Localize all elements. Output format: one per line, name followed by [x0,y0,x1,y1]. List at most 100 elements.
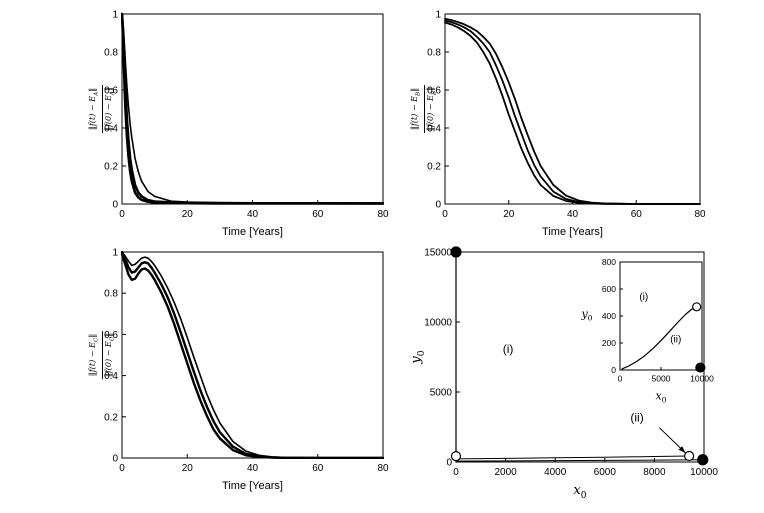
x-tick-label: 80 [694,209,706,220]
series-band-upper [121,250,384,459]
x-label-main: x [655,389,662,403]
y-axis-label-decay-b: ‖f(t) − EB‖ ‖f(0) − EB‖ [410,84,439,134]
x-tick-label: 40 [247,463,259,474]
x-axis-label: Time [Years] [542,226,603,238]
series-trajectory-ii-lower [455,459,704,462]
y-tick-label: 200 [602,338,616,348]
x-tick-label: 10000 [690,467,718,478]
fraction-denominator: ‖f(0) − EA‖ [103,85,117,133]
x-tick-label: 60 [312,463,324,474]
x-axis-label-inset: x0 [655,389,666,404]
fraction-denominator: ‖f(0) − EC‖ [103,331,117,379]
initial-condition-marker [692,302,702,312]
series-sigmoid-mid [444,19,701,205]
numerator-subscript: B [415,91,422,97]
numerator-close: ‖ [88,333,97,338]
y-tick-label: 10000 [424,318,452,329]
numerator-text: ‖f(t) − E [88,96,97,131]
y-tick-label: 0.6 [104,330,118,341]
y-tick-label: 15000 [424,248,452,259]
y-tick-label: 0.2 [427,162,441,173]
x-tick-label: 0 [453,467,459,478]
axes-decay-b: 0 20 40 60 80 0 0.2 0.4 0.6 0.8 1 Time [Years] [427,10,706,239]
y-tick-label: 1 [112,10,118,21]
fraction-numerator: ‖f(t) − EC‖ [88,330,103,380]
y-tick-label: 0 [112,200,118,211]
y-tick-label: 0.6 [427,86,441,97]
y-tick-label: 0.4 [104,124,118,135]
annotation-label: (ii) [630,410,643,424]
y-tick-label: 0.8 [104,289,118,300]
y-tick-label: 0.8 [104,48,118,59]
x-tick-label: 80 [377,463,389,474]
y-tick-label: 5000 [430,388,453,399]
equilibrium-marker [450,246,462,258]
denominator-subscript: C [109,336,116,342]
axes-box [121,13,384,205]
y-label-subscript: 0 [587,313,593,323]
series-slow [121,13,384,205]
x-axis-label-phase: x0 [573,483,586,501]
y-tick-label: 600 [602,284,616,294]
initial-condition-marker [684,450,695,462]
y-tick-label: 0.2 [104,162,118,173]
x-tick-label: 80 [377,209,389,220]
chart-top-left-decay: 0 20 40 60 80 0 0.2 0.4 0.6 0.8 1 Time [Years] [104,10,389,239]
y-tick-label: 0 [446,458,452,469]
series-group [121,250,384,459]
y-tick-label: 0.4 [104,371,118,382]
y-axis-label-phase: y0 [409,350,427,363]
x-label-main: x [573,483,581,499]
series-sigmoid-right [444,17,701,205]
x-tick-label: 0 [119,463,125,474]
series-trajectory-ii-upper [455,455,690,460]
y-tick-label: 0.4 [427,124,441,135]
series-fast-1 [121,12,384,205]
axes-box [619,261,703,371]
y-tick-label: 0.8 [427,48,441,59]
x-tick-label: 5000 [652,374,671,384]
series-sigmoid-left [444,21,701,205]
y-axis-label-decay-c: ‖f(t) − EC‖ ‖f(0) − EC‖ [88,330,117,380]
x-tick-label: 20 [182,463,194,474]
equilibrium-marker [697,454,709,466]
y-tick-label: 1 [112,248,118,259]
series-fast-2 [121,12,384,205]
x-tick-label: 40 [567,209,579,220]
x-tick-label: 60 [312,209,324,220]
numerator-text: ‖f(t) − E [410,96,419,131]
numerator-subscript: C [93,337,100,343]
denominator-subscript: B [431,90,438,96]
x-tick-label: 0 [618,374,623,384]
denominator-subscript: A [109,90,116,96]
denominator-close: ‖ [425,86,435,91]
numerator-subscript: A [93,91,100,97]
annotation-label: (i) [639,292,648,303]
numerator-text: ‖f(t) − E [88,342,97,377]
fraction-denominator: ‖f(0) − EB‖ [425,85,439,133]
denominator-text: ‖f(0) − E [103,341,113,378]
subplot-phase-plane: 0 2000 4000 6000 8000 10000 0 5000 10000 15000 (i)… [400,245,764,513]
x-tick-label: 40 [247,209,259,220]
x-tick-label: 20 [503,209,515,220]
x-axis-label: Time [Years] [222,480,283,492]
fraction-numerator: ‖f(t) − EA‖ [88,84,103,134]
y-label-subscript: 0 [416,350,427,357]
x-tick-label: 0 [442,209,448,220]
subplot-decay-a: 0 20 40 60 80 0 0.2 0.4 0.6 0.8 1 Time [Years] ‖f(t… [55,0,395,250]
x-tick-label: 4000 [544,467,567,478]
y-axis-label-decay-a: ‖f(t) − EA‖ ‖f(0) − EA‖ [88,84,117,134]
denominator-close: ‖ [103,332,113,337]
denominator-text: ‖f(0) − E [425,95,435,132]
denominator-text: ‖f(0) − E [103,95,113,132]
x-label-subscript: 0 [580,490,587,501]
annotation-label: (ii) [670,334,681,345]
x-tick-label: 10000 [690,374,714,384]
x-label-subscript: 0 [661,395,667,405]
axes-phase-plane: 0 2000 4000 6000 8000 10000050001000015000(i)… [424,246,718,478]
series-band-lower [121,252,384,459]
y-label-main: y [409,356,425,364]
numerator-close: ‖ [410,87,419,92]
series-group [621,307,697,370]
